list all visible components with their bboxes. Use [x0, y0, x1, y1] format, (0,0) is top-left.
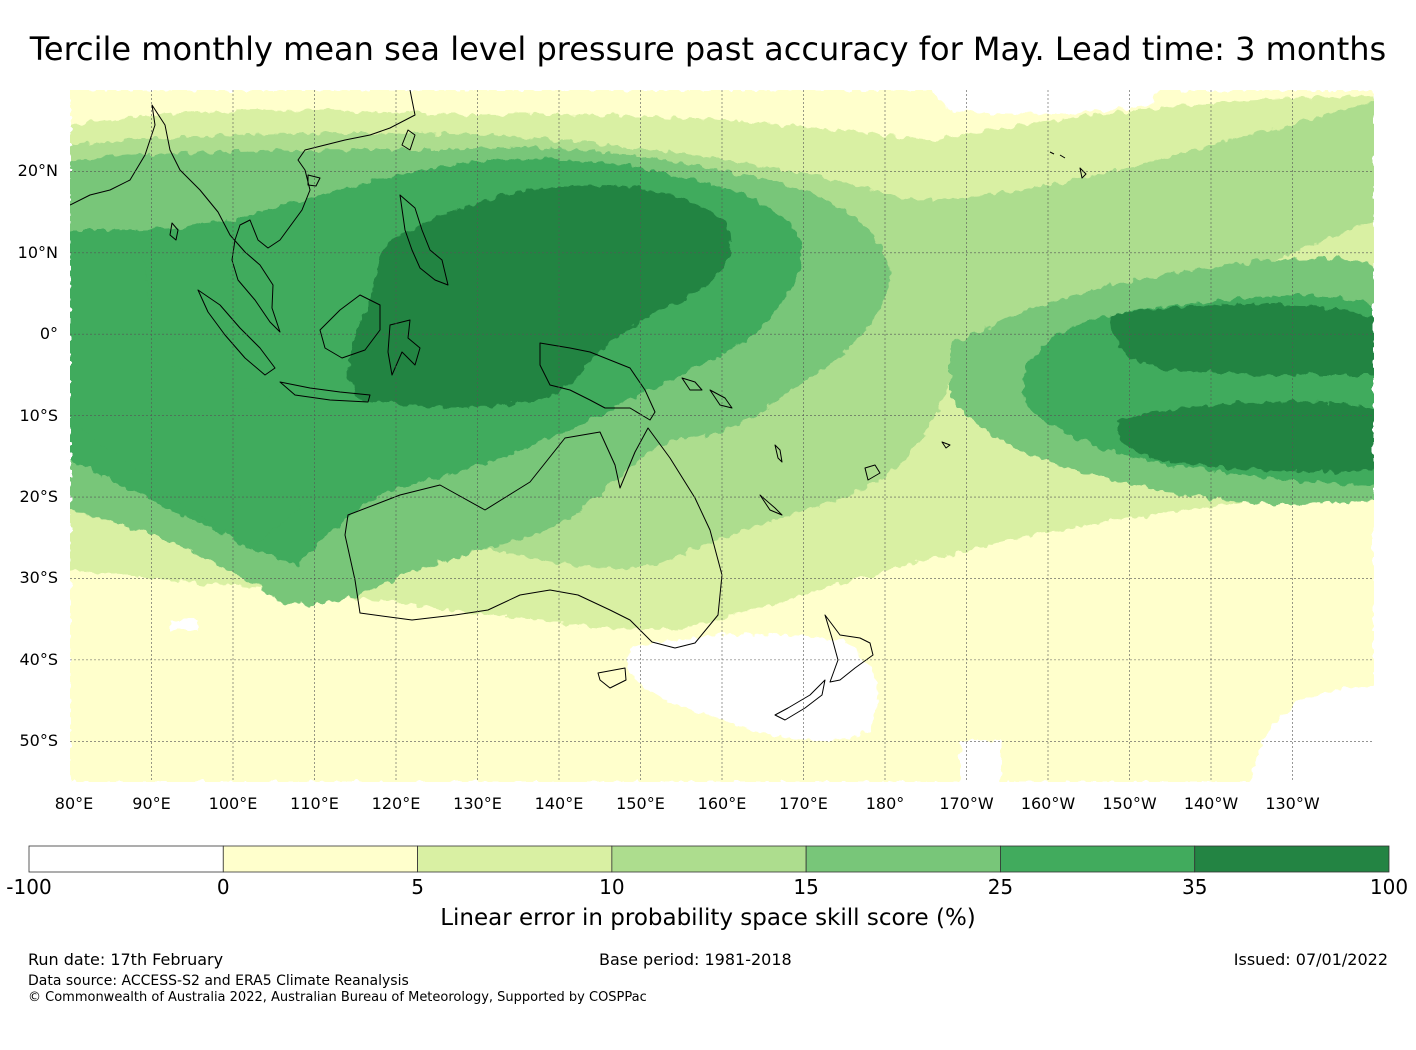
longitude-label: 180° — [865, 794, 905, 813]
longitude-label: 120°E — [371, 794, 421, 813]
colorbar-segment — [28, 845, 224, 873]
latitude-label: 40°S — [19, 649, 58, 669]
latitude-label: 20°N — [17, 161, 58, 181]
colorbar-segment — [805, 845, 1001, 873]
issued-date: Issued: 07/01/2022 — [1233, 950, 1388, 969]
longitude-label: 100°E — [208, 794, 258, 813]
coastline-borneo — [319, 294, 381, 359]
longitude-label: 160°E — [697, 794, 747, 813]
longitude-label: 150°W — [1102, 794, 1157, 813]
longitude-label: 170°W — [939, 794, 994, 813]
latitude-label: 10°N — [17, 242, 58, 262]
coastline-sulawesi — [387, 319, 421, 376]
coastline-nz-north — [824, 614, 874, 683]
colorbar-segment — [417, 845, 613, 873]
coastline-sri-lanka — [169, 222, 179, 241]
colorbar-tick-label: -100 — [6, 875, 52, 899]
skill-field — [70, 90, 1374, 782]
run-date: Run date: 17th February — [28, 950, 224, 969]
coastline-java — [279, 381, 371, 403]
colorbar-title: Linear error in probability space skill … — [440, 905, 976, 931]
coastline-nz-south — [774, 679, 826, 721]
coastline-new-guinea — [539, 342, 656, 421]
graticule — [70, 90, 1374, 782]
longitude-label: 160°W — [1020, 794, 1076, 813]
colorbar-tick-label: 10 — [599, 875, 625, 899]
coastline-new-caledonia — [759, 494, 783, 516]
colorbar — [28, 845, 1390, 873]
colorbar-segment — [1000, 845, 1196, 873]
colorbar-tick-label: 0 — [216, 875, 230, 899]
longitude-label: 140°E — [534, 794, 584, 813]
colorbar-tick-label: 35 — [1181, 875, 1208, 899]
coastline-philippines — [399, 194, 449, 286]
coastline-samoa — [941, 441, 951, 449]
longitude-label: 130°W — [1265, 794, 1320, 813]
coastline-sumatra — [197, 289, 276, 376]
chart-title: Tercile monthly mean sea level pressure … — [29, 30, 1387, 68]
skill-score-map — [70, 90, 1374, 782]
colorbar-segment — [1194, 845, 1390, 873]
colorbar-tick-label: 100 — [1369, 875, 1409, 899]
latitude-label: 20°S — [19, 487, 58, 507]
coastline-australia — [344, 427, 723, 649]
coastlines — [70, 90, 1087, 721]
latitude-label: 0° — [39, 324, 58, 344]
longitude-label: 140°W — [1183, 794, 1239, 813]
coastline-taiwan — [401, 129, 416, 151]
colorbar-tick-label: 15 — [793, 875, 819, 899]
longitude-label: 110°E — [290, 794, 339, 813]
longitude-label: 170°E — [779, 794, 828, 813]
longitude-label: 130°E — [453, 794, 502, 813]
colorbar-tick-label: 25 — [987, 875, 1014, 899]
coastline-hawaii — [1049, 151, 1087, 179]
longitude-label: 80°E — [54, 794, 94, 813]
latitude-label: 30°S — [19, 568, 58, 588]
data-source: Data source: ACCESS-S2 and ERA5 Climate … — [28, 973, 409, 989]
coastline-vanuatu — [774, 444, 783, 463]
coastline-asia — [70, 90, 416, 333]
coastline-solomons — [681, 377, 733, 409]
longitude-label: 150°E — [616, 794, 665, 813]
coastline-hainan — [307, 174, 321, 187]
colorbar-tick-label: 5 — [411, 875, 424, 899]
copyright-notice: © Commonwealth of Australia 2022, Austra… — [28, 990, 647, 1005]
colorbar-segment — [611, 845, 807, 873]
coastline-fiji — [864, 464, 881, 481]
coastline-tasmania — [597, 667, 627, 689]
latitude-label: 50°S — [19, 731, 58, 751]
longitude-label: 90°E — [132, 794, 171, 813]
colorbar-segment — [222, 845, 418, 873]
base-period: Base period: 1981-2018 — [599, 950, 792, 969]
latitude-label: 10°S — [19, 405, 58, 425]
